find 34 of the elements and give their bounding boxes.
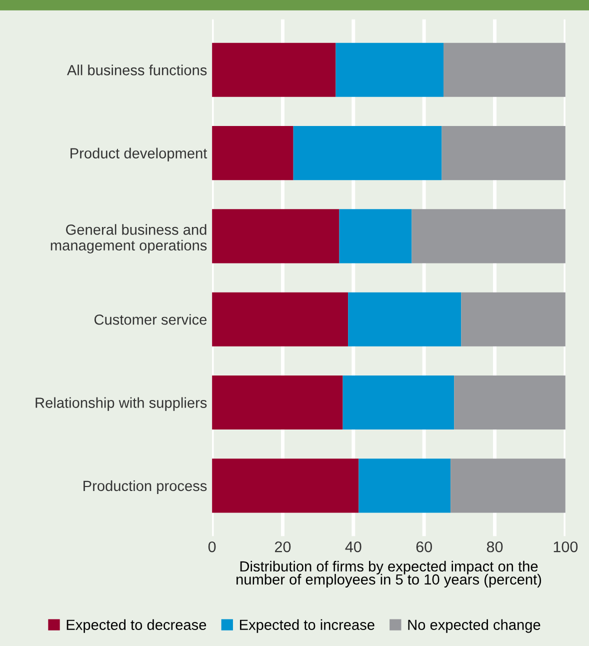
bar: [212, 375, 343, 430]
bar: [293, 126, 442, 180]
bar: [339, 209, 412, 264]
y-tick-label: Relationship with suppliers: [36, 397, 207, 411]
legend-label: No expected change: [408, 619, 540, 633]
bar: [454, 375, 566, 430]
bar: [442, 126, 566, 180]
bar: [212, 458, 359, 513]
legend-label: Expected to decrease: [66, 619, 206, 633]
y-tick-label: Customer service: [94, 314, 207, 325]
legend-label: Expected to increase: [240, 619, 374, 633]
bar: [342, 375, 454, 430]
bar: [450, 458, 566, 513]
y-tick-label: Production process: [84, 480, 207, 494]
bar: [212, 126, 294, 180]
bar: [212, 209, 340, 264]
x-tick-label: 60: [416, 541, 432, 552]
bar: [212, 292, 348, 346]
x-tick-label: 0: [208, 541, 216, 552]
bar: [358, 458, 451, 513]
bar: [461, 292, 566, 346]
y-tick-label: All business functions: [66, 64, 207, 76]
x-tick-label: 100: [554, 541, 578, 552]
bar: [444, 42, 566, 97]
bar: [336, 42, 444, 97]
y-tick-label: General business and management operations: [50, 224, 207, 254]
x-tick-label: 80: [486, 541, 503, 552]
x-tick-label: 20: [274, 541, 291, 552]
x-tick-label: 40: [345, 541, 362, 552]
x-axis-title: Distribution of firms by expected impact on the number of employees in 5 to 10 years (percent): [236, 560, 542, 588]
bar: [212, 42, 336, 97]
y-tick-label: Product development: [70, 148, 208, 162]
bar: [348, 292, 462, 346]
bar: [412, 209, 566, 264]
